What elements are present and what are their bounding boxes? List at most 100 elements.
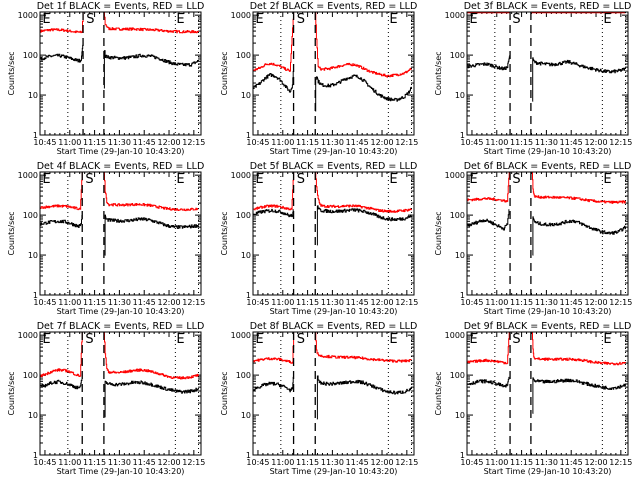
y-tick-label: 100 [236,51,251,60]
x-tick-label: 11:30 [321,458,344,467]
plot-area [253,172,412,246]
y-axis-label: Counts/sec [7,51,16,95]
x-tick-label: 10:45 [246,138,269,147]
y-tick-label: 1 [460,291,465,300]
x-tick-label: 11:00 [58,458,81,467]
x-axis-label: Start Time (29-Jan-10 10:43:20) [57,467,185,476]
panel-det-7: Det 7f BLACK = Events, RED = LLD 1 10 100 10… [7,321,205,476]
series-lld-pre [40,172,83,211]
series-events-pre [40,215,83,228]
y-tick-label: 10 [28,411,38,420]
x-tick-label: 11:00 [58,298,81,307]
x-tick-label: 12:00 [157,138,180,147]
marker-e: E [255,332,263,347]
y-tick-label: 1000 [231,171,251,180]
x-tick-label: 11:45 [346,458,369,467]
x-tick-label: 10:45 [33,298,56,307]
x-tick-label: 11:30 [535,138,558,147]
x-tick-label: 11:30 [535,458,558,467]
y-axis-label: Counts/sec [434,51,443,95]
x-axis-label: Start Time (29-Jan-10 10:43:20) [484,307,612,316]
series-lld-pre [253,172,295,211]
plot-frame [252,11,415,136]
panel-title: Det 1f BLACK = Events, RED = LLD [37,1,205,12]
panel-det-1: Det 1f BLACK = Events, RED = LLD 1 10 100 10… [7,1,205,156]
panel-title: Det 4f BLACK = Events, RED = LLD [37,161,205,172]
y-tick-label: 100 [23,371,38,380]
x-tick-label: 11:15 [83,298,106,307]
marker-e: E [42,12,50,27]
marker-s: S [86,12,94,27]
panel-title: Det 8f BLACK = Events, RED = LLD [250,321,418,332]
y-tick-label: 100 [236,211,251,220]
y-tick-label: 100 [23,211,38,220]
marker-e: E [176,12,184,27]
series-lld-post [315,332,412,363]
series-lld-post [315,172,412,213]
x-tick-label: 11:30 [108,138,131,147]
panel-title: Det 3f BLACK = Events, RED = LLD [464,1,632,12]
y-tick-label: 1 [33,131,38,140]
marker-e: E [603,172,611,187]
series-events-pre [467,209,510,231]
marker-e: E [389,332,397,347]
y-tick-label: 10 [455,91,465,100]
x-tick-label: 10:45 [460,138,483,147]
x-tick-label: 11:15 [296,458,319,467]
marker-e: E [42,332,50,347]
series-events-pre [253,208,294,218]
y-tick-label: 100 [236,371,251,380]
plot-frame [252,331,415,456]
x-tick-label: 11:00 [485,138,508,147]
x-axis-label: Start Time (29-Jan-10 10:43:20) [57,307,185,316]
marker-e: E [469,332,477,347]
x-tick-label: 12:00 [157,458,180,467]
series-events-pre [40,379,83,390]
y-tick-label: 1000 [445,11,465,20]
y-tick-label: 1000 [231,331,251,340]
plot-area [467,12,626,102]
x-tick-label: 12:00 [370,458,393,467]
x-tick-label: 10:45 [33,138,56,147]
y-tick-label: 1000 [18,11,38,20]
x-tick-label: 12:00 [157,298,180,307]
x-tick-label: 11:45 [560,138,583,147]
series-events-post [104,380,199,418]
x-tick-label: 11:00 [485,298,508,307]
marker-e: E [469,172,477,187]
series-events-post [316,375,412,420]
series-lld-post [532,332,626,366]
x-tick-label: 11:00 [271,298,294,307]
plot-frame [466,11,629,136]
plot-frame [466,171,629,296]
panel-title: Det 2f BLACK = Events, RED = LLD [250,1,418,12]
x-tick-label: 12:00 [370,138,393,147]
panel-title: Det 5f BLACK = Events, RED = LLD [250,161,418,172]
series-events-pre [40,44,84,63]
x-tick-label: 12:15 [182,458,205,467]
x-tick-label: 11:45 [560,298,583,307]
series-lld-pre [467,172,510,203]
series-lld-post [104,172,199,212]
marker-s: S [85,172,93,187]
y-tick-label: 100 [450,211,465,220]
x-tick-label: 12:00 [584,298,607,307]
x-tick-label: 11:00 [271,458,294,467]
y-axis-label: Counts/sec [220,371,229,415]
y-tick-label: 1000 [18,331,38,340]
panel-title: Det 9f BLACK = Events, RED = LLD [464,321,632,332]
marker-s: S [85,332,93,347]
plot-frame [39,11,202,136]
y-tick-label: 100 [23,51,38,60]
x-tick-label: 10:45 [246,458,269,467]
x-tick-label: 11:15 [510,138,533,147]
marker-e: E [389,172,397,187]
panel-det-9: Det 9f BLACK = Events, RED = LLD 1 10 100 10… [434,321,632,476]
marker-e: E [176,332,184,347]
plot-frame [466,331,629,456]
plot-area [467,172,626,256]
series-events-post [532,216,626,256]
y-tick-label: 1 [33,291,38,300]
series-lld-post [104,12,199,34]
series-lld-post [315,12,412,78]
